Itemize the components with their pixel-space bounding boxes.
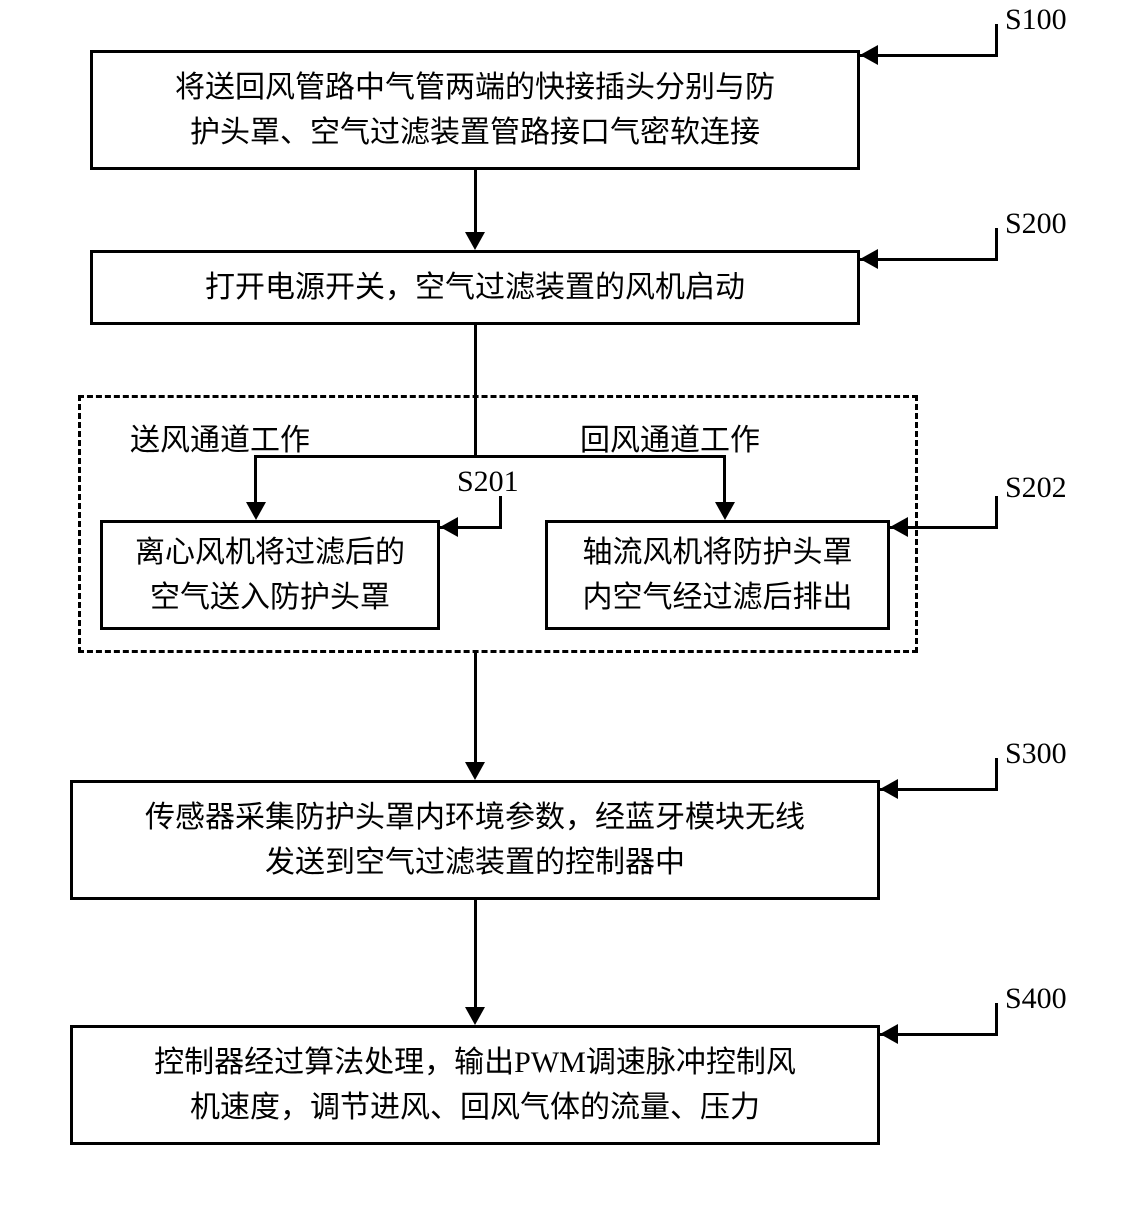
- s201-callout-arrow: [440, 517, 458, 537]
- s200-callout-line-h: [860, 258, 998, 261]
- arrow-s300-s400: [474, 900, 477, 1010]
- s300-label: S300: [1005, 737, 1067, 771]
- step-s100-text: 将送回风管路中气管两端的快接插头分别与防 护头罩、空气过滤装置管路接口气密软连接: [175, 65, 775, 155]
- branch-return-label: 回风通道工作: [580, 415, 760, 459]
- s100-callout-line-v: [995, 24, 998, 57]
- s300-callout-arrow: [880, 779, 898, 799]
- s200-callout-line-v: [995, 228, 998, 261]
- step-s400-text: 控制器经过算法处理，输出PWM调速脉冲控制风 机速度，调节进风、回风气体的流量、…: [154, 1040, 796, 1130]
- split-right-arrow: [715, 502, 735, 520]
- step-s300-box: 传感器采集防护头罩内环境参数，经蓝牙模块无线 发送到空气过滤装置的控制器中: [70, 780, 880, 900]
- s202-label: S202: [1005, 471, 1067, 505]
- branch-supply-label: 送风通道工作: [130, 415, 310, 459]
- split-right-down: [723, 455, 726, 503]
- s400-label: S400: [1005, 982, 1067, 1016]
- step-s400-box: 控制器经过算法处理，输出PWM调速脉冲控制风 机速度，调节进风、回风气体的流量、…: [70, 1025, 880, 1145]
- s202-callout-arrow: [890, 517, 908, 537]
- s100-label: S100: [1005, 3, 1067, 37]
- split-horizontal: [255, 455, 725, 458]
- step-s200-text: 打开电源开关，空气过滤装置的风机启动: [205, 265, 745, 310]
- step-s300-text: 传感器采集防护头罩内环境参数，经蓝牙模块无线 发送到空气过滤装置的控制器中: [145, 795, 805, 885]
- arrow-s100-s200: [474, 170, 477, 235]
- s300-callout-line-v: [995, 758, 998, 791]
- step-s201-box: 离心风机将过滤后的 空气送入防护头罩: [100, 520, 440, 630]
- s200-label: S200: [1005, 207, 1067, 241]
- s202-callout-line-v: [995, 496, 998, 529]
- s200-callout-arrow: [860, 249, 878, 269]
- step-s202-box: 轴流风机将防护头罩 内空气经过滤后排出: [545, 520, 890, 630]
- s400-callout-line-v: [995, 1003, 998, 1036]
- split-left-down: [254, 455, 257, 503]
- step-s200-box: 打开电源开关，空气过滤装置的风机启动: [90, 250, 860, 325]
- flowchart-container: 将送回风管路中气管两端的快接插头分别与防 护头罩、空气过滤装置管路接口气密软连接…: [0, 0, 1146, 1211]
- s201-callout-line-v: [499, 496, 502, 529]
- s400-callout-arrow: [880, 1024, 898, 1044]
- arrow-s100-s200-head: [465, 232, 485, 250]
- step-s202-text: 轴流风机将防护头罩 内空气经过滤后排出: [583, 530, 853, 620]
- arrow-s300-s400-head: [465, 1007, 485, 1025]
- step-s100-box: 将送回风管路中气管两端的快接插头分别与防 护头罩、空气过滤装置管路接口气密软连接: [90, 50, 860, 170]
- s100-callout-arrow: [860, 45, 878, 65]
- s100-callout-line-h: [860, 54, 998, 57]
- s201-label: S201: [457, 465, 519, 499]
- arrow-dash-s300: [474, 653, 477, 765]
- step-s201-text: 离心风机将过滤后的 空气送入防护头罩: [135, 530, 405, 620]
- split-left-arrow: [246, 502, 266, 520]
- arrow-dash-s300-head: [465, 762, 485, 780]
